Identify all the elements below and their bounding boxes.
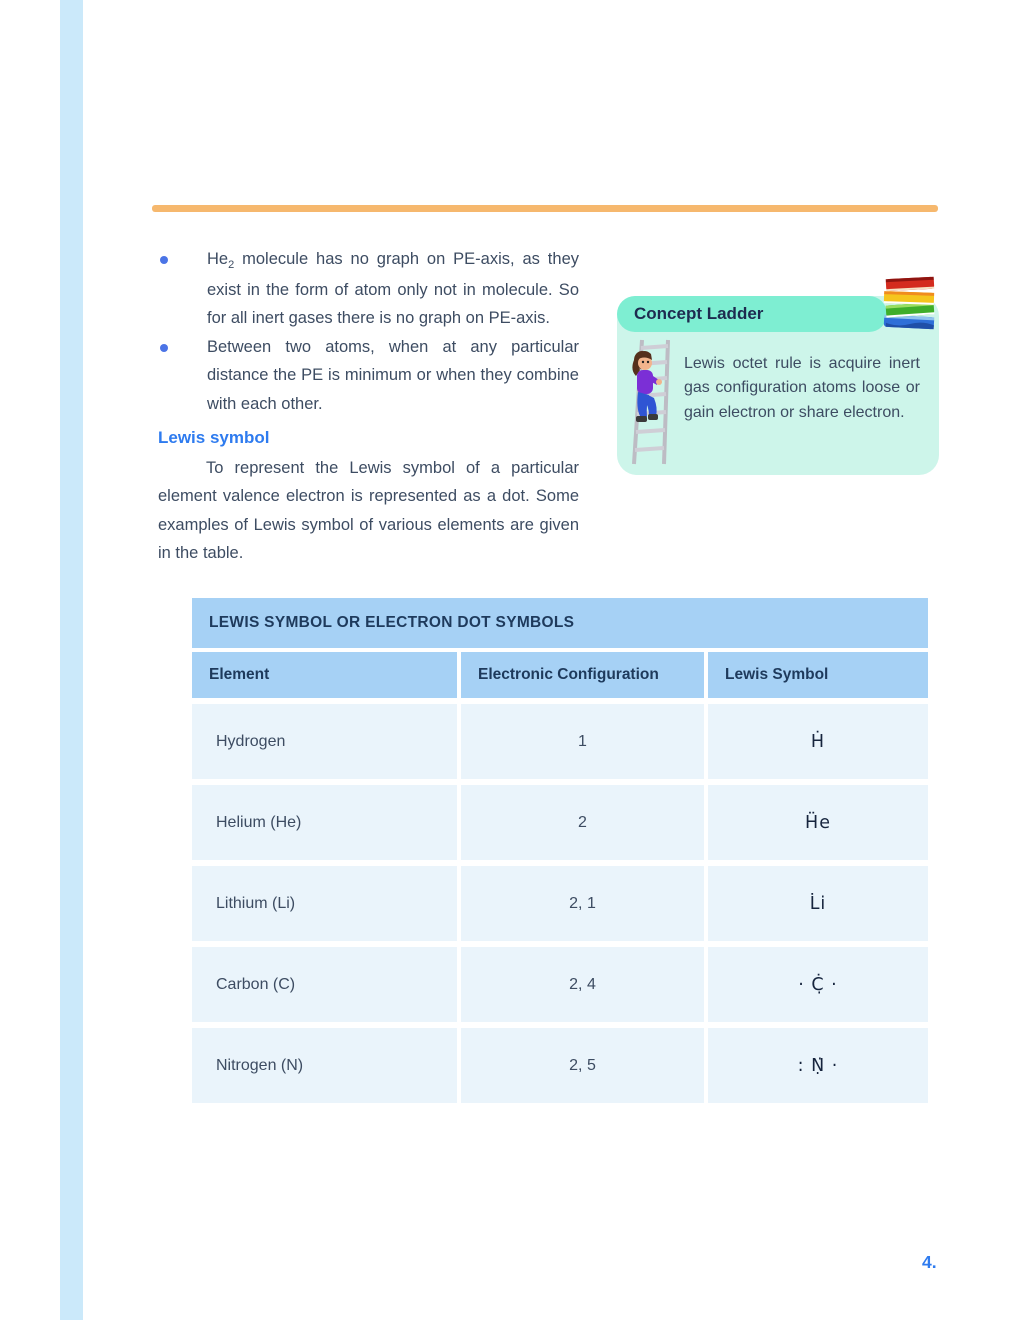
concept-ladder-title: Concept Ladder — [617, 296, 887, 332]
lewis-symbol-cell: Ḣ — [708, 704, 928, 779]
lewis-symbol-heading: Lewis symbol — [158, 427, 270, 447]
element-cell: Carbon (C) — [192, 947, 457, 1022]
lewis-glyph: · Ċ̣ · — [798, 974, 838, 995]
bullet-item: He2 molecule has no graph on PE-axis, as… — [158, 245, 579, 333]
bullet-text: He2 molecule has no graph on PE-axis, as… — [207, 245, 579, 333]
bullet-dot-icon — [160, 256, 168, 264]
bullet-text-rest: molecule has no graph on PE-axis, as the… — [207, 250, 579, 328]
table-row: Nitrogen (N) 2, 5 : Ṇ̇ · — [192, 1028, 928, 1103]
lewis-symbol-paragraph: To represent the Lewis symbol of a parti… — [158, 458, 579, 563]
bullet-dot-icon — [160, 343, 168, 352]
lewis-symbol-cell: : Ṇ̇ · — [708, 1028, 928, 1103]
lewis-glyph: Ḧe — [805, 812, 831, 833]
lewis-symbol-cell: · Ċ̣ · — [708, 947, 928, 1022]
table-row: Lithium (Li) 2, 1 L̇i — [192, 866, 928, 941]
config-cell: 2, 4 — [461, 947, 704, 1022]
column-header-element: Element — [192, 652, 457, 698]
lewis-glyph: L̇i — [809, 893, 827, 914]
column-header-symbol: Lewis Symbol — [708, 652, 928, 698]
lewis-glyph: : Ṇ̇ · — [797, 1055, 839, 1076]
page-edge-stripe — [60, 0, 83, 1320]
config-cell: 2, 1 — [461, 866, 704, 941]
page-number: 4. — [922, 1252, 937, 1272]
concept-ladder-content: Lewis octet rule is acquire inert gas co… — [626, 338, 920, 466]
table-header-row: Element Electronic Configuration Lewis S… — [192, 652, 928, 698]
element-cell: Hydrogen — [192, 704, 457, 779]
section-divider-rule — [152, 205, 938, 212]
stacked-books-icon — [883, 276, 935, 330]
lewis-symbol-cell: L̇i — [708, 866, 928, 941]
table-title: LEWIS SYMBOL OR ELECTRON DOT SYMBOLS — [192, 598, 928, 648]
bullet-item: Between two atoms, when at any particula… — [158, 333, 579, 419]
config-cell: 2, 5 — [461, 1028, 704, 1103]
element-cell: Helium (He) — [192, 785, 457, 860]
lewis-glyph: Ḣ — [810, 731, 826, 752]
table-row: Carbon (C) 2, 4 · Ċ̣ · — [192, 947, 928, 1022]
bullet-text-pre: He — [207, 250, 229, 268]
lewis-symbol-table: LEWIS SYMBOL OR ELECTRON DOT SYMBOLS Ele… — [192, 598, 928, 1109]
concept-ladder-text: Lewis octet rule is acquire inert gas co… — [684, 355, 920, 421]
column-header-config: Electronic Configuration — [461, 652, 704, 698]
config-cell: 1 — [461, 704, 704, 779]
main-text-column: He2 molecule has no graph on PE-axis, as… — [158, 245, 579, 568]
table-row: Hydrogen 1 Ḣ — [192, 704, 928, 779]
girl-climbing-ladder-icon — [632, 339, 670, 465]
config-cell: 2 — [461, 785, 704, 860]
table-row: Helium (He) 2 Ḧe — [192, 785, 928, 860]
element-cell: Nitrogen (N) — [192, 1028, 457, 1103]
element-cell: Lithium (Li) — [192, 866, 457, 941]
bullet-text: Between two atoms, when at any particula… — [207, 337, 579, 413]
lewis-symbol-cell: Ḧe — [708, 785, 928, 860]
subscript: 2 — [228, 259, 235, 271]
